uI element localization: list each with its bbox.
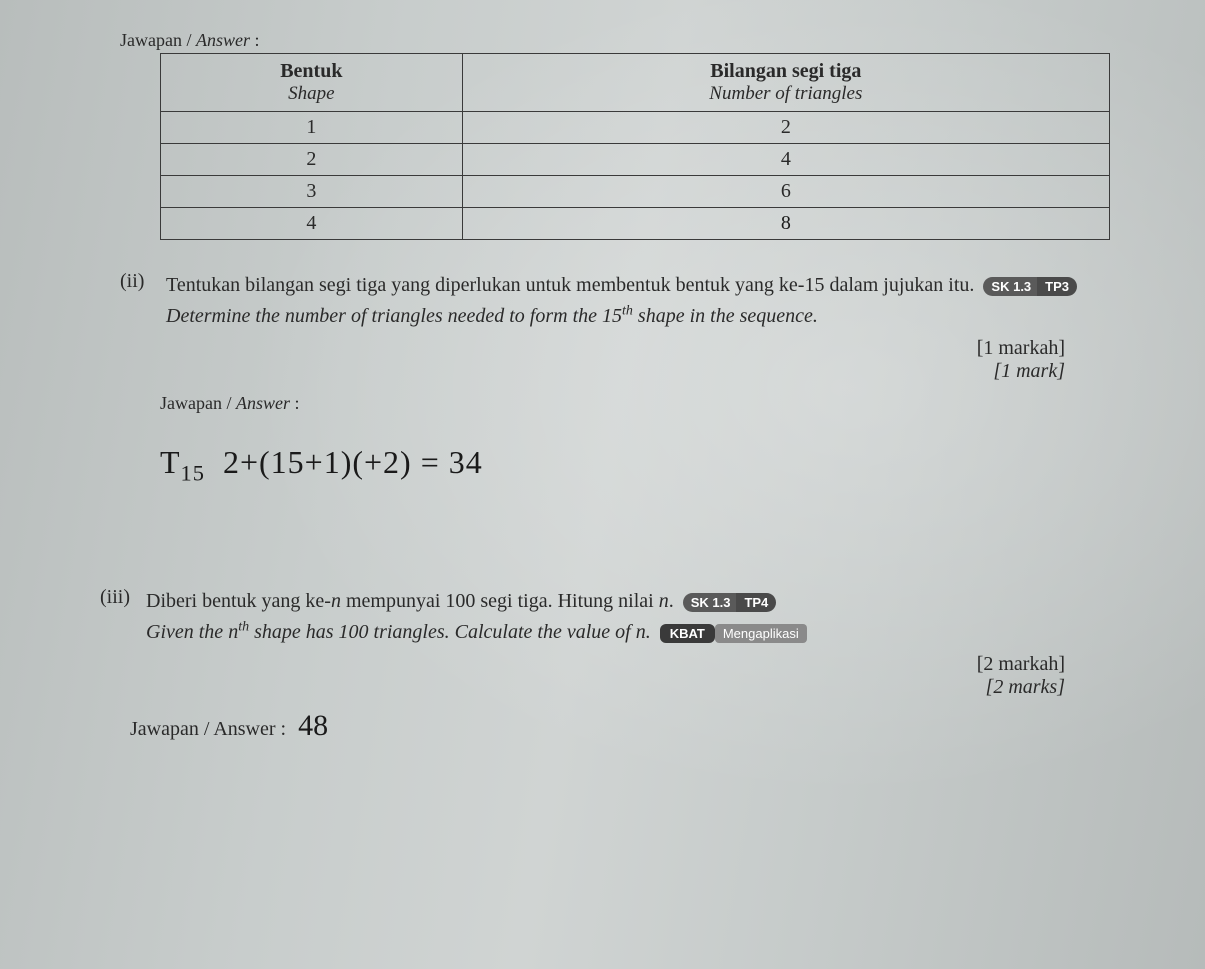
badge-sk: SK 1.3 [683,593,739,612]
question-ii: (ii) Tentukan bilangan segi tiga yang di… [120,270,1115,383]
answer-label-iii: Jawapan / Answer : [130,718,286,741]
answer-ms: Jawapan [160,393,222,413]
table-row: 1 2 [161,112,1110,144]
q-ii-ms: Tentukan bilangan segi tiga yang diperlu… [166,274,974,296]
cell-shape: 2 [161,144,463,176]
header-tri-en: Number of triangles [471,83,1101,105]
badge-tp: TP4 [736,593,776,612]
answer-line-iii: Jawapan / Answer : 48 [130,709,1115,743]
answer-label-top: Jawapan / Answer : [120,30,1115,51]
q-iii-ms: Diberi bentuk yang ke-n mempunyai 100 se… [146,590,679,612]
answer-ms: Jawapan [120,30,182,50]
header-shape-ms: Bentuk [169,60,454,83]
cell-shape: 1 [161,112,463,144]
question-number: (iii) [100,586,136,609]
marks-en: [1 mark] [120,360,1065,383]
cell-count: 4 [462,144,1109,176]
badge-meng: Mengaplikasi [715,624,807,643]
table-row: 3 6 [161,176,1110,208]
header-tri-ms: Bilangan segi tiga [471,60,1101,83]
answer-en: Answer [196,30,250,50]
table-body: 1 2 2 4 3 6 4 8 [161,112,1110,240]
cell-count: 6 [462,176,1109,208]
header-shape: Bentuk Shape [161,54,463,112]
handwritten-answer-iii: 48 [298,709,328,743]
cell-shape: 4 [161,208,463,240]
badge-kbat: KBAT [660,624,715,643]
question-number: (ii) [120,270,156,293]
marks-ms: [1 markah] [120,337,1065,360]
question-iii: (iii) Diberi bentuk yang ke-n mempunyai … [100,586,1115,699]
table-row: 2 4 [161,144,1110,176]
q-iii-en: Given the nth shape has 100 triangles. C… [146,621,656,643]
worksheet-page: Jawapan / Answer : Bentuk Shape Bilangan… [40,20,1165,753]
answer-en: Answer [236,393,290,413]
marks-block: [1 markah] [1 mark] [120,337,1095,383]
badge-tp: TP3 [1037,277,1077,296]
shape-table: Bentuk Shape Bilangan segi tiga Number o… [160,53,1110,240]
handwritten-working-ii: T15 2+(15+1)(+2) = 34 [160,444,1115,486]
marks-block: [2 markah] [2 marks] [100,653,1095,699]
answer-label-ii: Jawapan / Answer : [160,393,1115,414]
table-row: 4 8 [161,208,1110,240]
cell-count: 2 [462,112,1109,144]
badge-sk: SK 1.3 [983,277,1039,296]
header-shape-en: Shape [169,83,454,105]
question-body: Diberi bentuk yang ke-n mempunyai 100 se… [146,586,1095,647]
marks-en: [2 marks] [100,676,1065,699]
header-triangles: Bilangan segi tiga Number of triangles [462,54,1109,112]
badge-group-kbat: KBAT Mengaplikasi [660,624,807,643]
q-ii-en: Determine the number of triangles needed… [166,305,818,327]
badge-group: SK 1.3 TP3 [983,277,1077,296]
cell-shape: 3 [161,176,463,208]
question-body: Tentukan bilangan segi tiga yang diperlu… [166,270,1095,331]
marks-ms: [2 markah] [100,653,1065,676]
cell-count-handwritten: 8 [462,208,1109,240]
badge-group: SK 1.3 TP4 [683,593,777,612]
table-header-row: Bentuk Shape Bilangan segi tiga Number o… [161,54,1110,112]
